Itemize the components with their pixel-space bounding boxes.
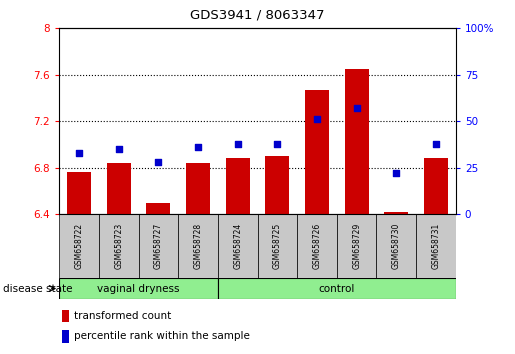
Point <box>194 144 202 150</box>
Text: GSM658729: GSM658729 <box>352 223 361 269</box>
Point <box>75 150 83 156</box>
Bar <box>186 163 210 214</box>
FancyBboxPatch shape <box>218 278 456 299</box>
Text: GSM658731: GSM658731 <box>432 223 440 269</box>
FancyBboxPatch shape <box>337 214 376 278</box>
Bar <box>226 159 250 214</box>
Bar <box>424 159 448 214</box>
Bar <box>62 330 69 343</box>
FancyBboxPatch shape <box>218 214 258 278</box>
Bar <box>67 172 91 214</box>
Bar <box>62 309 69 322</box>
Text: vaginal dryness: vaginal dryness <box>97 284 180 293</box>
Bar <box>265 156 289 214</box>
Text: disease state: disease state <box>3 284 72 293</box>
Bar <box>384 212 408 214</box>
FancyBboxPatch shape <box>99 214 139 278</box>
Bar <box>146 202 170 214</box>
Text: percentile rank within the sample: percentile rank within the sample <box>75 331 250 341</box>
Text: GDS3941 / 8063347: GDS3941 / 8063347 <box>190 9 325 22</box>
FancyBboxPatch shape <box>258 214 297 278</box>
Text: GSM658727: GSM658727 <box>154 223 163 269</box>
FancyBboxPatch shape <box>178 214 218 278</box>
Text: transformed count: transformed count <box>75 311 171 321</box>
Text: GSM658728: GSM658728 <box>194 223 202 269</box>
FancyBboxPatch shape <box>59 214 99 278</box>
Point <box>432 141 440 146</box>
FancyBboxPatch shape <box>376 214 416 278</box>
Bar <box>107 163 131 214</box>
Text: GSM658724: GSM658724 <box>233 223 242 269</box>
Point <box>392 170 401 176</box>
FancyBboxPatch shape <box>297 214 337 278</box>
Point <box>273 141 281 146</box>
Bar <box>345 69 369 214</box>
Text: GSM658726: GSM658726 <box>313 223 321 269</box>
Text: GSM658730: GSM658730 <box>392 223 401 269</box>
Bar <box>305 90 329 214</box>
Text: control: control <box>319 284 355 293</box>
Text: GSM658723: GSM658723 <box>114 223 123 269</box>
Text: GSM658722: GSM658722 <box>75 223 83 269</box>
Point <box>352 105 360 111</box>
Point <box>154 159 162 165</box>
FancyBboxPatch shape <box>416 214 456 278</box>
Text: GSM658725: GSM658725 <box>273 223 282 269</box>
FancyBboxPatch shape <box>139 214 178 278</box>
FancyBboxPatch shape <box>59 278 218 299</box>
Point <box>114 146 123 152</box>
Point <box>313 116 321 122</box>
Point <box>233 141 242 146</box>
